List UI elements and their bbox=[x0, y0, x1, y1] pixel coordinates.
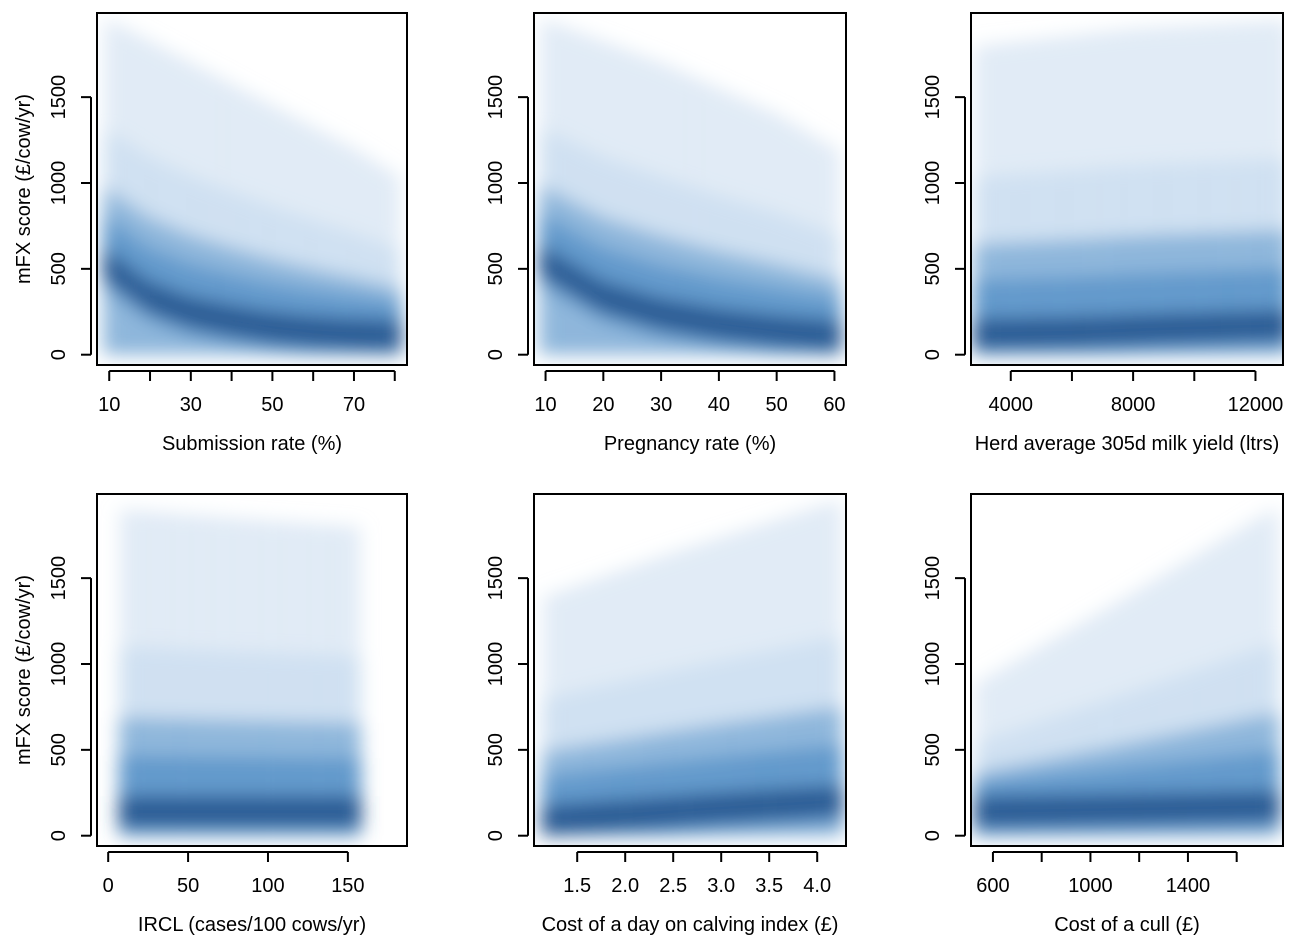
y-tick-label: 1000 bbox=[922, 161, 944, 206]
y-tick-label: 0 bbox=[922, 830, 944, 841]
x-tick-label: 40 bbox=[708, 394, 730, 416]
y-tick-label: 0 bbox=[48, 349, 70, 360]
x-tick-label: 30 bbox=[650, 394, 672, 416]
y-tick-label: 1000 bbox=[48, 642, 70, 687]
x-tick-label: 1.5 bbox=[563, 875, 591, 897]
x-tick-label: 150 bbox=[331, 875, 364, 897]
x-tick-label: 70 bbox=[343, 394, 365, 416]
x-tick-label: 3.0 bbox=[707, 875, 735, 897]
plot-frame bbox=[533, 493, 847, 847]
x-axis-title: Cost of a cull (£) bbox=[1054, 914, 1200, 935]
x-tick-label: 4000 bbox=[989, 394, 1034, 416]
y-tick-label: 500 bbox=[485, 252, 507, 285]
plot-frame bbox=[96, 12, 408, 366]
x-tick-label: 50 bbox=[177, 875, 199, 897]
y-tick-label: 500 bbox=[485, 733, 507, 766]
y-tick-label: 1500 bbox=[48, 556, 70, 601]
density-image bbox=[537, 19, 843, 355]
x-tick-label: 50 bbox=[261, 394, 283, 416]
y-axis-title: mFX score (£/cow/yr) bbox=[13, 575, 35, 765]
x-tick-label: 10 bbox=[98, 394, 120, 416]
density-image bbox=[118, 509, 362, 836]
plot-frame bbox=[96, 493, 408, 847]
x-tick-label: 4.0 bbox=[803, 875, 831, 897]
y-axis-title: mFX score (£/cow/yr) bbox=[13, 94, 35, 284]
plot-frame bbox=[533, 12, 847, 366]
y-tick-label: 1500 bbox=[48, 75, 70, 120]
x-axis-title: Pregnancy rate (%) bbox=[604, 433, 776, 455]
panel-1: 10 30 50 70 0 500 1000 1500 Submission rate (%) m… bbox=[13, 12, 408, 455]
x-tick-label: 10 bbox=[534, 394, 556, 416]
x-axis-title: Cost of a day on calving index (£) bbox=[542, 914, 839, 935]
x-tick-label: 60 bbox=[823, 394, 845, 416]
x-tick-label: 30 bbox=[180, 394, 202, 416]
y-tick-label: 0 bbox=[485, 830, 507, 841]
density-image bbox=[973, 509, 1281, 836]
x-tick-label: 1400 bbox=[1166, 875, 1211, 897]
plot-frame bbox=[970, 12, 1284, 366]
x-tick-label: 3.5 bbox=[755, 875, 783, 897]
y-tick-label: 1500 bbox=[922, 75, 944, 120]
panel-2: 10 20 30 40 50 60 0 500 1000 1500 Pregnancy rate (… bbox=[485, 12, 847, 455]
y-tick-label: 1000 bbox=[485, 161, 507, 206]
panel-5: 1.5 2.0 2.5 3.0 3.5 4.0 0 500 1000 1500 Cost of a … bbox=[485, 493, 847, 935]
x-axis-title: Herd average 305d milk yield (ltrs) bbox=[975, 433, 1280, 455]
x-tick-label: 50 bbox=[766, 394, 788, 416]
y-tick-label: 0 bbox=[48, 830, 70, 841]
x-axis-title: Submission rate (%) bbox=[162, 433, 342, 455]
y-tick-label: 1500 bbox=[922, 556, 944, 601]
x-tick-label: 100 bbox=[251, 875, 284, 897]
y-tick-label: 1000 bbox=[485, 642, 507, 687]
y-tick-label: 1000 bbox=[48, 161, 70, 206]
x-tick-label: 0 bbox=[103, 875, 114, 897]
x-tick-label: 2.5 bbox=[659, 875, 687, 897]
y-tick-label: 500 bbox=[922, 733, 944, 766]
x-tick-label: 20 bbox=[592, 394, 614, 416]
density-image bbox=[101, 19, 403, 355]
x-tick-label: 12000 bbox=[1228, 394, 1284, 416]
panel-3: 4000 8000 12000 0 500 1000 1500 Herd average 30… bbox=[922, 12, 1284, 455]
y-tick-label: 500 bbox=[48, 252, 70, 285]
y-tick-label: 1500 bbox=[485, 556, 507, 601]
y-tick-label: 500 bbox=[48, 733, 70, 766]
y-tick-label: 0 bbox=[922, 349, 944, 360]
density-image bbox=[540, 500, 844, 836]
x-tick-label: 2.0 bbox=[611, 875, 639, 897]
panel-6: 600 1000 1400 0 500 1000 1500 Cost of a cull (£… bbox=[922, 493, 1284, 935]
y-tick-label: 1000 bbox=[922, 642, 944, 687]
x-tick-label: 8000 bbox=[1111, 394, 1156, 416]
y-tick-label: 1500 bbox=[485, 75, 507, 120]
x-tick-label: 600 bbox=[976, 875, 1009, 897]
x-tick-label: 1000 bbox=[1068, 875, 1113, 897]
plot-frame bbox=[970, 493, 1284, 847]
y-tick-label: 0 bbox=[485, 349, 507, 360]
density-image bbox=[972, 19, 1283, 355]
x-axis-title: IRCL (cases/100 cows/yr) bbox=[138, 914, 366, 935]
y-tick-label: 500 bbox=[922, 252, 944, 285]
